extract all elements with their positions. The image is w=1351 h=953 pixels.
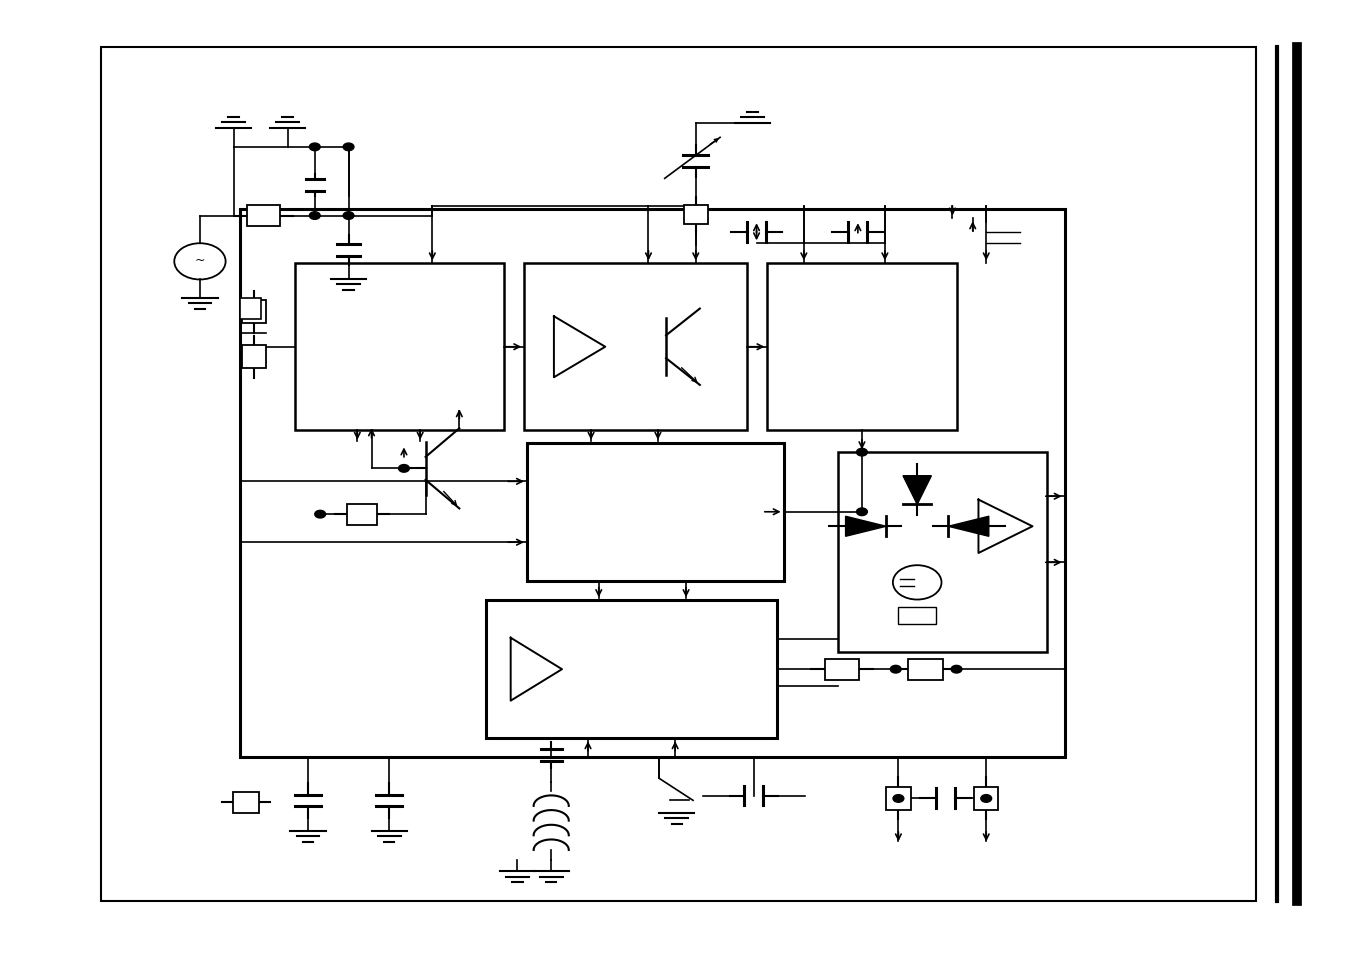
Bar	[232, 792, 259, 813]
Bar	[240, 298, 261, 319]
Bar	[242, 346, 266, 369]
Circle shape	[893, 795, 904, 802]
Bar	[101, 48, 1256, 901]
Bar	[240, 210, 1065, 758]
Bar	[527, 443, 784, 581]
Circle shape	[857, 509, 867, 517]
Bar	[486, 600, 777, 739]
Bar	[347, 504, 377, 525]
Circle shape	[399, 465, 409, 473]
Bar	[974, 787, 998, 810]
Bar	[838, 453, 1047, 653]
Polygon shape	[846, 517, 886, 537]
Bar	[524, 264, 747, 431]
Bar	[908, 659, 943, 680]
Circle shape	[309, 144, 320, 152]
Circle shape	[890, 666, 901, 673]
Circle shape	[981, 795, 992, 802]
Circle shape	[315, 511, 326, 518]
Bar	[295, 264, 504, 431]
Bar	[886, 787, 911, 810]
Text: ~: ~	[195, 253, 205, 267]
Bar	[684, 206, 708, 225]
Circle shape	[309, 213, 320, 220]
Bar	[242, 301, 266, 324]
Polygon shape	[902, 476, 931, 505]
Bar	[824, 659, 859, 680]
Bar	[247, 206, 280, 227]
Circle shape	[343, 144, 354, 152]
Bar	[898, 608, 936, 625]
Circle shape	[857, 449, 867, 456]
Circle shape	[951, 666, 962, 673]
Polygon shape	[948, 517, 989, 537]
Bar	[767, 264, 957, 431]
Circle shape	[343, 213, 354, 220]
